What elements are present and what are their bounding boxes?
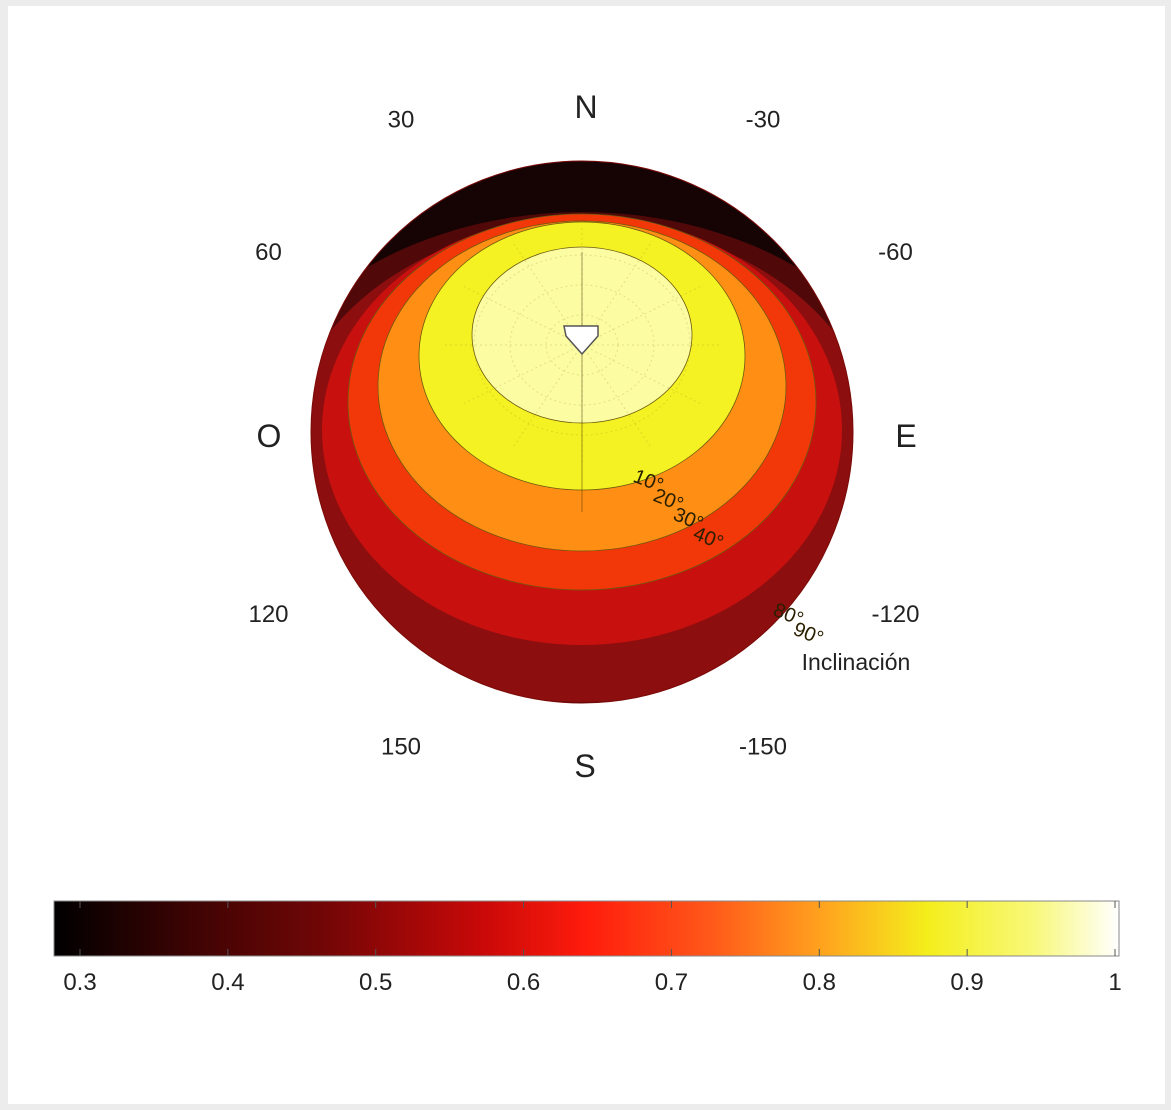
cardinal-west: O xyxy=(257,418,282,454)
maximum-marker-icon xyxy=(563,325,599,356)
azimuth-tick-label: 60 xyxy=(255,239,282,266)
colorbar-tick-label: 0.8 xyxy=(803,969,836,996)
grid-ring xyxy=(545,314,619,376)
colorbar-tick-label: 0.6 xyxy=(507,969,540,996)
azimuth-tick-label: -120 xyxy=(871,601,919,628)
grid-spoke xyxy=(511,344,583,450)
azimuth-tick-label: -60 xyxy=(878,239,913,266)
colorbar-tick-label: 1 xyxy=(1108,969,1121,996)
azimuth-tick-label: 120 xyxy=(248,601,288,628)
grid-spoke xyxy=(581,344,653,450)
azimuth-tick-label: 150 xyxy=(381,734,421,761)
azimuth-tick-label: -30 xyxy=(746,107,781,134)
colorbar-tick-label: 0.7 xyxy=(655,969,688,996)
inclination-tick-label: 90° xyxy=(790,618,826,650)
disc-outline xyxy=(310,160,854,704)
colorbar-gradient xyxy=(53,900,1120,957)
colorbar-tick-label: 0.4 xyxy=(211,969,244,996)
azimuth-tick-labels: 30 -30 60 -60 120 -120 150 -150 xyxy=(248,107,919,761)
colorbar-tick-label: 0.9 xyxy=(950,969,983,996)
inclination-axis-label: Inclinación xyxy=(802,649,911,675)
azimuth-tick-label: -150 xyxy=(739,734,787,761)
cardinal-south: S xyxy=(574,748,595,784)
cardinal-north: N xyxy=(574,89,597,125)
colorbar: 0.3 0.4 0.5 0.6 0.7 0.8 0.9 1 xyxy=(53,900,1122,996)
grid-ring xyxy=(509,284,655,406)
contour-disc xyxy=(311,161,853,703)
azimuth-tick-label: 30 xyxy=(388,107,415,134)
grid-ring xyxy=(473,254,691,436)
colorbar-tick-label: 0.3 xyxy=(63,969,96,996)
cardinal-east: E xyxy=(895,418,916,454)
colorbar-tick-label: 0.5 xyxy=(359,969,392,996)
